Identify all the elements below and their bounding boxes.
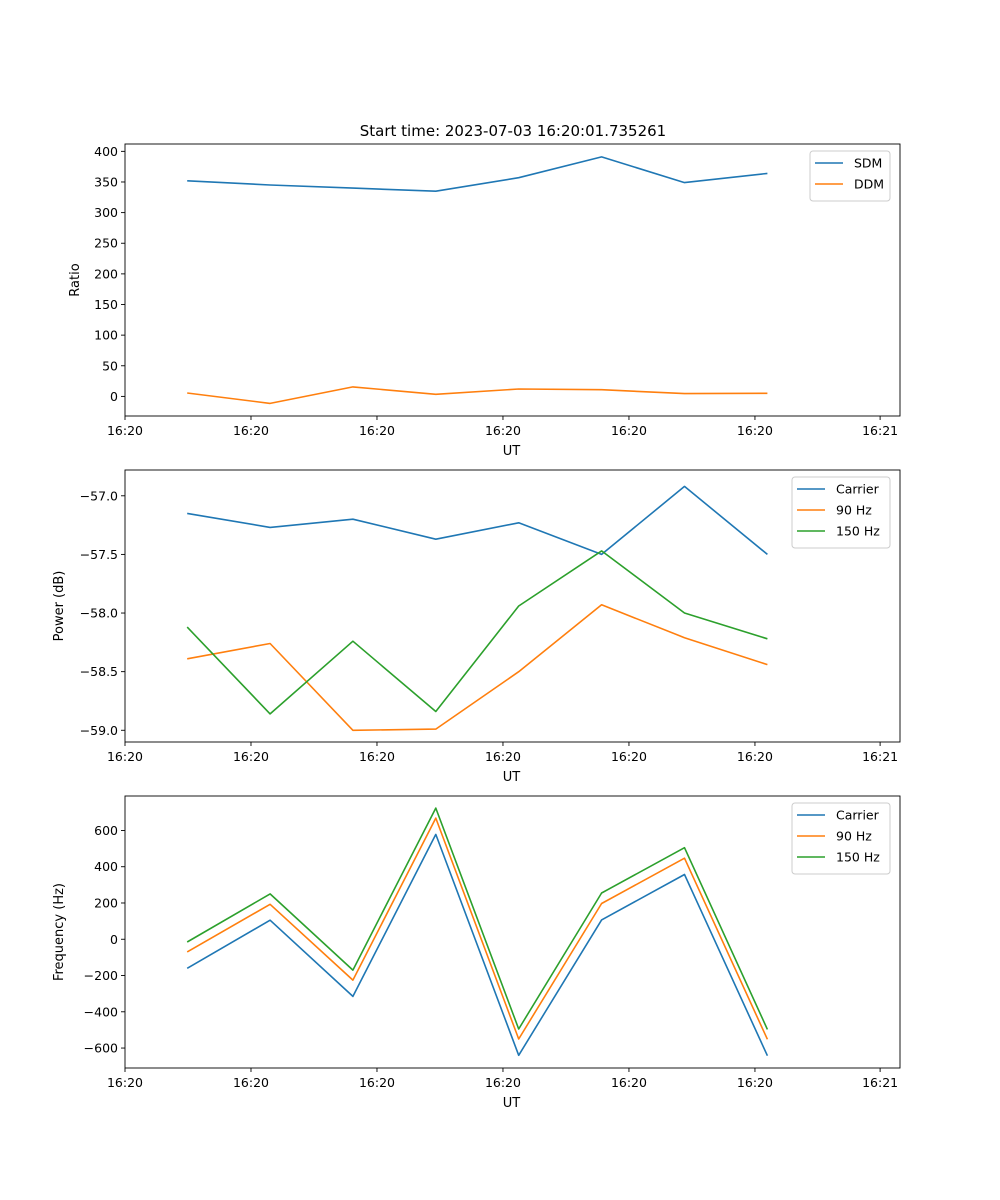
y-tick-label: −57.0	[80, 488, 118, 503]
x-tick-label: 16:20	[737, 749, 773, 764]
series-line-ddm	[187, 386, 768, 405]
series-line-sdm	[187, 156, 768, 192]
legend: SDM DDM	[809, 150, 891, 202]
legend-label: DDM	[854, 177, 884, 192]
y-tick-label: 0	[110, 389, 118, 404]
x-tick-label: 16:20	[485, 749, 521, 764]
y-tick-label: 50	[102, 358, 118, 373]
x-tick-label: 16:20	[485, 1075, 521, 1090]
x-tick-label: 16:20	[611, 423, 647, 438]
series-line-carrier	[186, 833, 769, 1057]
x-tick-label: 16:20	[107, 749, 143, 764]
y-tick-label: −58.0	[80, 606, 118, 621]
x-tick-label: 16:20	[233, 423, 269, 438]
x-tick-label: 16:20	[107, 1075, 143, 1090]
y-tick-label: −59.0	[80, 723, 118, 738]
series-line-150-hz	[186, 807, 769, 1030]
y-tick-label: 600	[94, 823, 118, 838]
x-tick-label: 16:21	[862, 749, 898, 764]
y-axis-label: Frequency (Hz)	[52, 883, 67, 981]
x-tick-label: 16:20	[233, 1075, 269, 1090]
x-tick-label: 16:20	[359, 423, 395, 438]
x-axis-label: UT	[503, 444, 521, 459]
y-tick-label: 400	[94, 144, 118, 159]
series-line-90-hz	[187, 603, 768, 732]
x-tick-label: 16:20	[359, 749, 395, 764]
series-line-150-hz	[186, 550, 768, 715]
chart-panel-2: 16:20 16:20 16:20 16:20 16:20 16:20 16:21 UT −59…	[52, 469, 901, 785]
legend: Carrier 90 Hz 150 Hz	[791, 802, 891, 875]
legend-label: 90 Hz	[836, 503, 872, 518]
x-axis-label: UT	[503, 770, 521, 785]
y-tick-label: −600	[84, 1041, 118, 1056]
x-tick-label: 16:20	[611, 749, 647, 764]
legend: Carrier 90 Hz 150 Hz	[791, 476, 891, 549]
y-tick-label: −58.5	[80, 664, 118, 679]
y-tick-label: −400	[84, 1004, 118, 1019]
legend-label: SDM	[854, 156, 882, 171]
x-tick-label: 16:20	[233, 749, 269, 764]
axes-frame	[124, 143, 901, 417]
x-tick-label: 16:20	[359, 1075, 395, 1090]
y-tick-label: 350	[94, 174, 118, 189]
x-tick-label: 16:20	[737, 1075, 773, 1090]
x-tick-label: 16:20	[737, 423, 773, 438]
y-tick-label: 200	[94, 895, 118, 910]
x-tick-label: 16:21	[862, 423, 898, 438]
legend-label: Carrier	[836, 482, 880, 497]
y-tick-label: −57.5	[80, 547, 118, 562]
axes-frame	[124, 469, 901, 743]
y-axis-label: Ratio	[68, 263, 83, 296]
chart-panel-3: 16:20 16:20 16:20 16:20 16:20 16:20 16:21 UT −60…	[52, 795, 901, 1111]
legend-label: 90 Hz	[836, 829, 872, 844]
chart-panel-1: 16:20 16:20 16:20 16:20 16:20 16:20 16:21 UT 0 50…	[68, 143, 901, 459]
series-line-90-hz	[186, 817, 769, 1040]
legend-label: Carrier	[836, 808, 880, 823]
legend-label: 150 Hz	[836, 850, 880, 865]
x-tick-label: 16:20	[107, 423, 143, 438]
legend-label: 150 Hz	[836, 524, 880, 539]
y-tick-label: 100	[94, 328, 118, 343]
y-tick-label: −200	[84, 968, 118, 983]
y-tick-label: 150	[94, 297, 118, 312]
y-tick-label: 0	[110, 932, 118, 947]
axes-frame	[124, 795, 901, 1069]
figure-title: Start time: 2023-07-03 16:20:01.735261	[360, 122, 666, 140]
y-axis-label: Power (dB)	[52, 571, 67, 642]
x-tick-label: 16:21	[862, 1075, 898, 1090]
y-tick-label: 200	[94, 266, 118, 281]
y-tick-label: 250	[94, 236, 118, 251]
x-tick-label: 16:20	[611, 1075, 647, 1090]
series-line-carrier	[187, 485, 768, 556]
y-tick-label: 300	[94, 205, 118, 220]
x-tick-label: 16:20	[485, 423, 521, 438]
x-axis-label: UT	[503, 1096, 521, 1111]
y-tick-label: 400	[94, 859, 118, 874]
